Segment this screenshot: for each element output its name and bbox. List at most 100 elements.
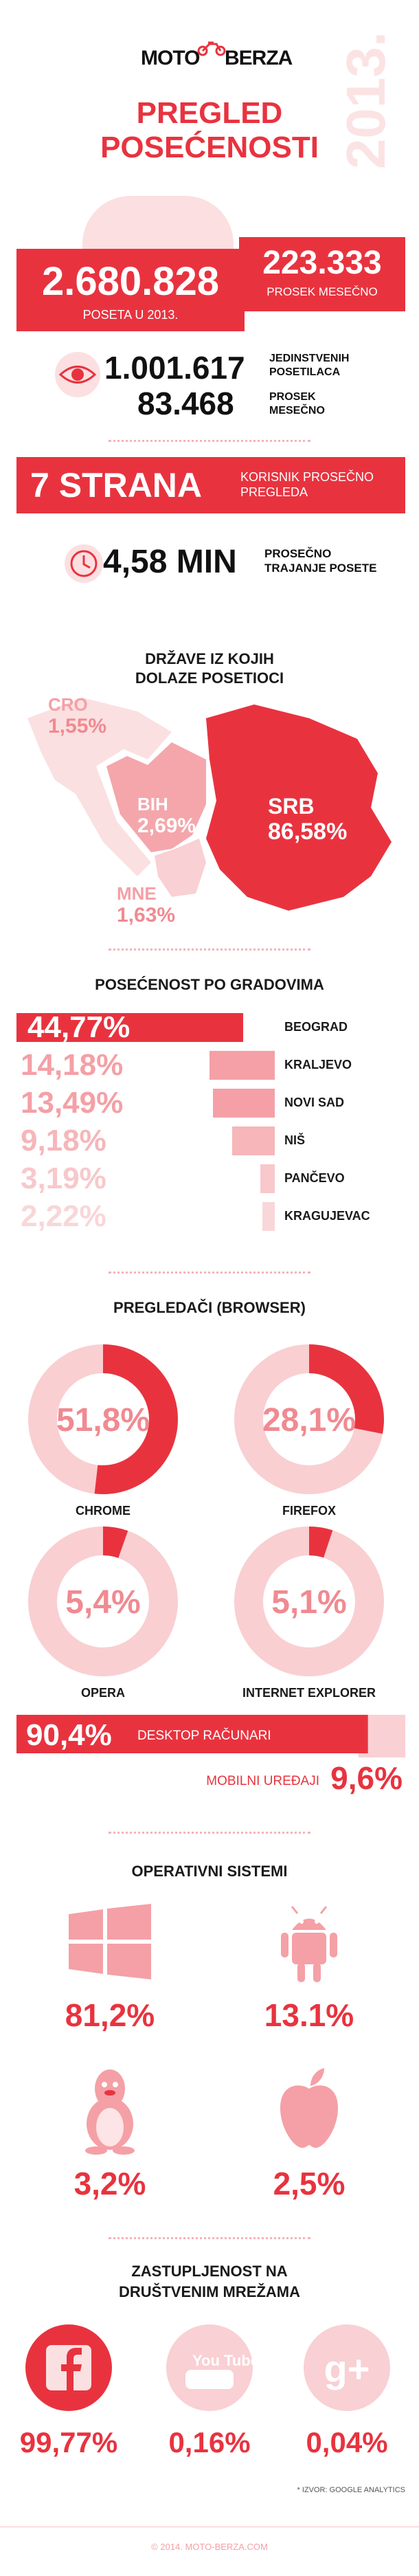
donut-slice <box>234 1344 384 1494</box>
browsers-title: PREGLEDAČI (BROWSER) <box>113 1299 306 1316</box>
os-android-value: 13.1% <box>264 1997 354 2033</box>
mobile-value: 9,6% <box>330 1760 403 1796</box>
desktop-value: 90,4% <box>26 1718 112 1752</box>
browser-value: 5,4% <box>65 1584 140 1621</box>
divider <box>109 440 310 442</box>
logo: MOTO BERZA <box>120 41 299 77</box>
os-windows-value: 81,2% <box>65 1997 155 2033</box>
footer-text: © 2014. MOTO-BERZA.COM <box>151 2542 268 2552</box>
city-value: 3,19% <box>21 1162 106 1195</box>
monthly-label: PROSEK MESEČNO <box>267 285 378 298</box>
unique-monthly-value: 83.468 <box>137 386 234 421</box>
linux-icon <box>85 2069 135 2155</box>
desktop-bar <box>16 1715 368 1753</box>
city-label: NOVI SAD <box>284 1096 345 1109</box>
duration-value: 4,58 MIN <box>103 544 237 580</box>
page-title-line2: POSEĆENOSTI <box>100 131 319 164</box>
browser-value: 51,8% <box>56 1402 150 1439</box>
social-facebook-value: 99,77% <box>19 2426 118 2458</box>
os-apple-value: 2,5% <box>273 2166 346 2201</box>
browsers-chart: 51,8% CHROME 28,1% FIREFOX 5,4% OPERA 5,1% INTE… <box>28 1344 384 1698</box>
logo-right-text: BERZA <box>225 47 293 69</box>
browser-label: INTERNET EXPLORER <box>242 1686 376 1698</box>
os-linux-value: 3,2% <box>73 2166 146 2201</box>
devices-chart: 90,4% DESKTOP RAČUNARI MOBILNI UREĐAJI 9,6% <box>16 1715 405 1796</box>
city-bar <box>262 1202 275 1231</box>
apple-icon <box>280 2068 338 2148</box>
city-value: 14,18% <box>21 1048 124 1082</box>
map-mne <box>155 839 206 897</box>
city-value: 9,18% <box>21 1124 106 1157</box>
browser-label: FIREFOX <box>282 1504 336 1518</box>
city-value: 13,49% <box>21 1086 124 1120</box>
monthly-box: 223.333 PROSEK MESEČNO <box>239 237 405 311</box>
visits-label: POSETA U 2013. <box>82 308 179 322</box>
countries-title: DRŽAVE IZ KOJIH DOLAZE POSETIOCI <box>135 650 284 687</box>
svg-text:You Tube: You Tube <box>192 2352 254 2369</box>
map-srb <box>206 704 392 911</box>
unique-value: 1.001.617 <box>104 350 245 386</box>
divider <box>109 1272 310 1274</box>
city-bar <box>260 1164 275 1193</box>
city-value: 44,77% <box>27 1010 131 1044</box>
year-label: 2013. <box>335 31 396 170</box>
city-bar <box>210 1051 275 1080</box>
logo-left-text: MOTO <box>141 47 200 69</box>
social-youtube-value: 0,16% <box>168 2426 251 2458</box>
visits-value: 2.680.828 <box>41 259 220 304</box>
facebook-icon <box>25 2324 112 2411</box>
browser-value: 5,1% <box>271 1584 346 1621</box>
donut-slice <box>28 1344 178 1494</box>
divider <box>109 2237 310 2239</box>
country-mne: MNE 1,63% <box>117 883 176 926</box>
city-value: 2,22% <box>21 1199 106 1233</box>
city-label: KRAGUJEVAC <box>284 1209 370 1223</box>
mobile-label: MOBILNI UREĐAJI <box>206 1774 319 1788</box>
monthly-value: 223.333 <box>262 245 382 281</box>
country-srb: SRB 86,58% <box>268 794 348 845</box>
windows-icon <box>69 1904 151 1979</box>
city-label: KRALJEVO <box>284 1058 352 1072</box>
divider <box>109 1832 310 1834</box>
city-bar <box>16 1013 243 1042</box>
map-bih <box>106 742 206 852</box>
country-bih: BIH 2,69% <box>137 794 196 837</box>
social-title: ZASTUPLJENOST NA DRUŠTVENIM MREŽAMA <box>0 2261 419 2302</box>
unique-label: JEDINSTVENIH POSETILACA <box>269 353 350 378</box>
browser-value: 28,1% <box>262 1402 356 1439</box>
city-label: NIŠ <box>284 1133 306 1147</box>
unique-monthly-label: PROSEK MESEČNO <box>269 391 325 417</box>
eye-icon <box>55 352 100 397</box>
donut-slice <box>234 1526 384 1676</box>
social-title-line1: ZASTUPLJENOST NA <box>131 2263 288 2280</box>
cities-title: POSEĆENOST PO GRADOVIMA <box>95 976 324 993</box>
city-label: BEOGRAD <box>284 1020 348 1034</box>
clock-icon <box>65 544 103 583</box>
visits-box: 2.680.828 POSETA U 2013. <box>16 249 245 331</box>
pages-label: KORISNIK PROSEČNO PREGLEDA <box>240 470 374 499</box>
browser-label: OPERA <box>81 1686 125 1698</box>
desktop-label: DESKTOP RAČUNARI <box>137 1728 271 1743</box>
divider <box>109 948 310 951</box>
os-title: OPERATIVNI SISTEMI <box>131 1863 288 1880</box>
country-cro: CRO 1,55% <box>48 694 107 737</box>
social-title-line2: DRUŠTVENIM MREŽAMA <box>119 2283 300 2300</box>
map-cro <box>27 698 172 876</box>
donut-slice <box>28 1526 178 1676</box>
android-icon <box>281 1906 337 1982</box>
city-bar <box>232 1126 275 1155</box>
svg-text:g+: g+ <box>324 2347 370 2390</box>
youtube-icon: You Tube <box>166 2324 254 2411</box>
google-plus-icon: g+ <box>304 2324 390 2411</box>
city-label: PANČEVO <box>284 1171 345 1185</box>
page-title-line1: PREGLED <box>136 96 283 130</box>
page-title: PREGLED POSEĆENOSTI <box>89 96 330 165</box>
motorbike-icon <box>197 41 226 56</box>
countries-map <box>27 698 392 911</box>
pages-value: 7 STRANA <box>30 466 203 504</box>
social-gplus-value: 0,04% <box>306 2426 388 2458</box>
mobile-bar <box>358 1753 405 1757</box>
cities-chart: 44,77% BEOGRAD 14,18% KRALJEVO 13,49% NOVI SA… <box>0 1010 419 1237</box>
city-bar <box>213 1089 275 1118</box>
duration-label: PROSEČNO TRAJANJE POSETE <box>264 547 377 575</box>
